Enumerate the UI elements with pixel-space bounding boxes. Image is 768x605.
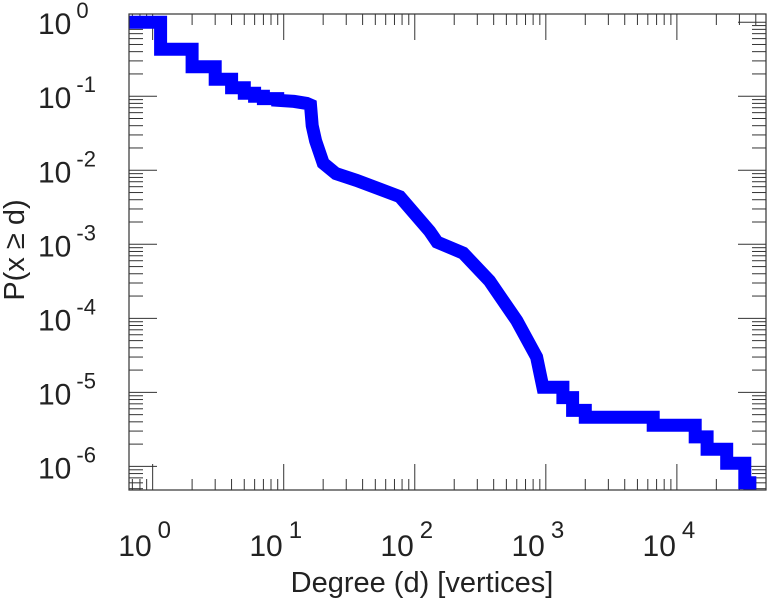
x-tick-label: 10 0 (118, 517, 171, 563)
y-tick-label: 10 -4 (38, 294, 96, 337)
x-tick-label: 10 1 (249, 517, 302, 563)
axis-ticks (129, 14, 766, 490)
x-tick-label: 10 4 (643, 517, 696, 563)
y-tick-label: 10 -2 (38, 146, 96, 189)
y-tick-label: 10 -3 (38, 220, 96, 263)
plot-frame (128, 13, 767, 491)
y-tick-label: 10 -6 (38, 442, 96, 485)
y-tick-label: 10 -1 (38, 72, 96, 115)
y-tick-label: 10 0 (38, 0, 89, 41)
series-line-ccdf (129, 15, 757, 490)
y-tick-label: 10 -5 (38, 368, 96, 411)
x-tick-labels: 10 0 10 1 10 2 10 3 10 4 (118, 517, 695, 563)
x-tick-label: 10 2 (380, 517, 433, 563)
y-axis-label: P(x ≥ d) (0, 199, 31, 300)
x-axis-label: Degree (d) [vertices] (291, 567, 554, 599)
x-tick-label: 10 3 (511, 517, 564, 563)
